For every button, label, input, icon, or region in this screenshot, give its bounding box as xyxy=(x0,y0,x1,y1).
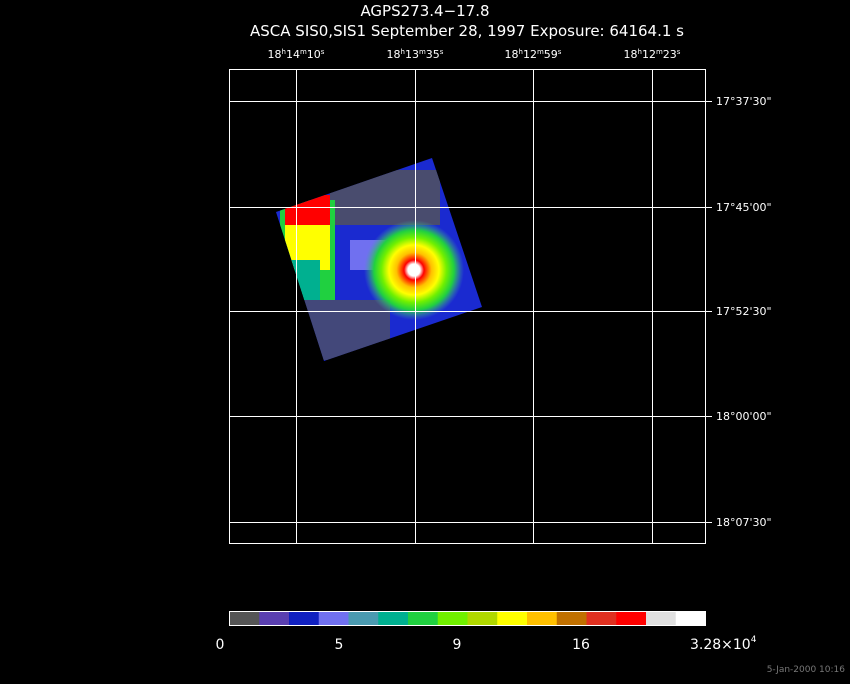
ra-unit: h xyxy=(519,48,523,56)
dec-label: 18°00'00" xyxy=(716,410,772,423)
colorbar-segment xyxy=(527,611,558,626)
image xyxy=(276,158,482,361)
dec-label: 18°07'30" xyxy=(716,516,772,529)
colorbar-segment xyxy=(378,611,409,626)
ra-value: 18 xyxy=(624,48,638,61)
colorbar-segment xyxy=(646,611,677,626)
ra-unit: h xyxy=(638,48,642,56)
colorbar xyxy=(229,611,706,626)
ra-value: 13 xyxy=(405,48,419,61)
colorbar-segment xyxy=(318,611,349,626)
ra-unit: m xyxy=(300,48,307,56)
ra-label: 18h13m35s xyxy=(387,48,444,61)
colorbar-segment xyxy=(259,611,290,626)
ra-value: 18 xyxy=(505,48,519,61)
colorbar-segment xyxy=(556,611,587,626)
ra-unit: m xyxy=(419,48,426,56)
coordinate-grid xyxy=(229,69,706,544)
colorbar-segment xyxy=(437,611,468,626)
colorbar-segment xyxy=(675,611,706,626)
colorbar-label: 16 xyxy=(572,637,590,653)
colorbar-label: 5 xyxy=(335,637,344,653)
ra-value: 12 xyxy=(523,48,537,61)
ra-label: 18h12m23s xyxy=(624,48,681,61)
ra-unit: s xyxy=(677,48,681,56)
subtitle: ASCA SIS0,SIS1 September 28, 1997 Exposu… xyxy=(250,22,684,40)
dec-label: 17°52'30" xyxy=(716,305,772,318)
title: AGPS273.4−17.8 xyxy=(360,2,489,20)
ra-value: 59 xyxy=(544,48,558,61)
colorbar-frame xyxy=(229,611,706,626)
colorbar-segment xyxy=(586,611,617,626)
ra-value: 23 xyxy=(663,48,677,61)
ra-value: 12 xyxy=(642,48,656,61)
colorbar-segment xyxy=(289,611,320,626)
ra-value: 18 xyxy=(268,48,282,61)
exponent: 4 xyxy=(751,635,757,645)
ra-value: 14 xyxy=(286,48,300,61)
colorbar-segment xyxy=(616,611,647,626)
ra-unit: s xyxy=(440,48,444,56)
colorbar-segment xyxy=(497,611,528,626)
ra-label: 18h12m59s xyxy=(505,48,562,61)
dec-labels: 17°37'30" 17°45'00" 17°52'30" 18°00'00" 18°0… xyxy=(705,95,772,529)
ra-label: 18h14m10s xyxy=(268,48,325,61)
mantissa: 3.28×10 xyxy=(690,637,751,653)
dec-label: 17°37'30" xyxy=(716,95,772,108)
ra-unit: s xyxy=(321,48,325,56)
ra-labels: 18h14m10s 18h13m35s 18h12m59s 18h12m23s xyxy=(268,48,681,61)
colorbar-max: 3.28×104 xyxy=(690,635,757,653)
ra-value: 18 xyxy=(387,48,401,61)
ra-value: 35 xyxy=(426,48,440,61)
colorbar-label: 9 xyxy=(453,637,462,653)
dec-label: 17°45'00" xyxy=(716,201,772,214)
ra-unit: s xyxy=(558,48,562,56)
colorbar-segment xyxy=(467,611,498,626)
timestamp: 5-Jan-2000 10:16 xyxy=(767,665,846,675)
colorbar-label: 0 xyxy=(216,637,225,653)
colorbar-segment xyxy=(348,611,379,626)
ra-value: 10 xyxy=(307,48,321,61)
ra-unit: m xyxy=(656,48,663,56)
ra-unit: h xyxy=(401,48,405,56)
ra-unit: h xyxy=(282,48,286,56)
colorbar-segment xyxy=(408,611,439,626)
colorbar-segment xyxy=(229,611,260,626)
ra-unit: m xyxy=(537,48,544,56)
